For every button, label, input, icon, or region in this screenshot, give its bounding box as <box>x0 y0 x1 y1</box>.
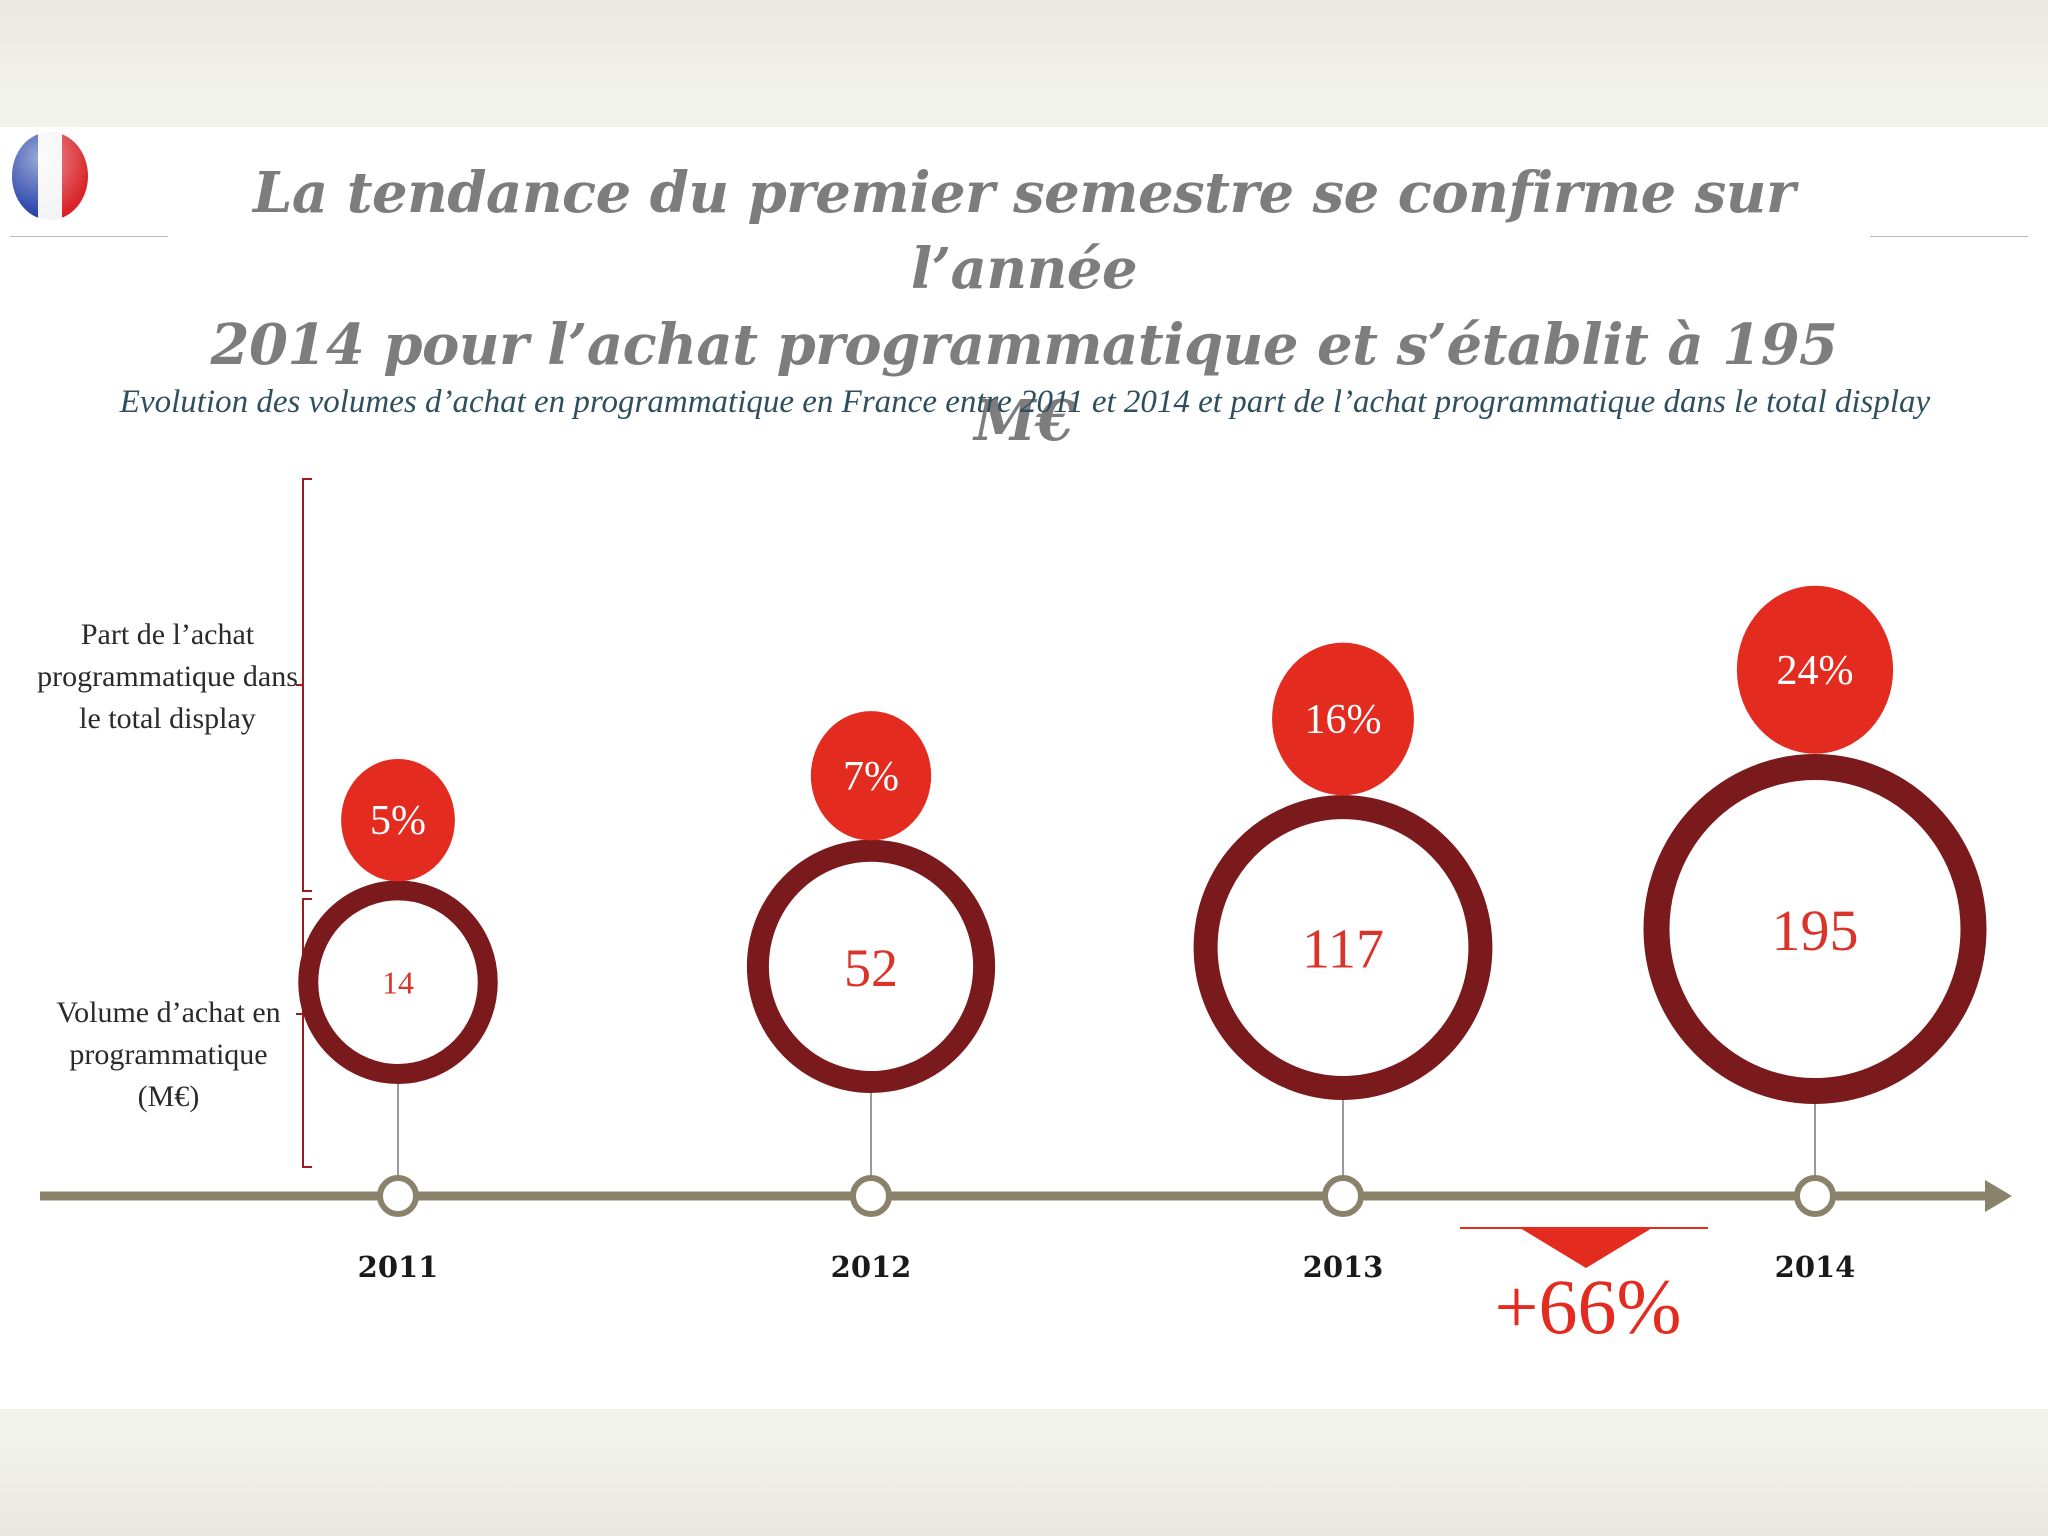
volume-bracket <box>296 898 312 1168</box>
share-label-2014: 24% <box>1777 648 1854 694</box>
share-bubble-2011 <box>341 759 455 882</box>
volume-bubble-2013 <box>1193 795 1493 1101</box>
growth-annotation: +66% <box>1494 1263 1682 1350</box>
share-bubble-2013 <box>1272 642 1414 796</box>
year-label-2014: 2014 <box>1774 1250 1856 1284</box>
france-flag-icon <box>12 132 88 220</box>
volume-bubble-2012 <box>746 839 996 1094</box>
volume-bubble-2011 <box>298 880 498 1085</box>
year-label-2013: 2013 <box>1302 1250 1384 1284</box>
title-rule-left <box>10 236 168 237</box>
volume-label-2014: 195 <box>1772 898 1859 963</box>
share-bubble-2014 <box>1736 585 1894 754</box>
title-line-2: 2014 pour l’achat programmatique et s’ét… <box>210 312 1838 454</box>
share-bubble-2012 <box>810 711 932 841</box>
timeline-arrowhead <box>1985 1180 2012 1212</box>
volume-label-2011: 14 <box>382 965 414 1001</box>
timeline-marker-2013 <box>1322 1175 1364 1217</box>
year-label-2012: 2012 <box>830 1250 912 1284</box>
volume-bubble-2014 <box>1643 754 1987 1104</box>
chart-subtitle: Evolution des volumes d’achat en program… <box>119 384 1931 420</box>
share-label-2012: 7% <box>843 754 899 800</box>
page-title: La tendance du premier semestre se confi… <box>200 155 1848 459</box>
volume-row-label: Volume d’achat en programmatique (M€) <box>56 996 281 1113</box>
share-label-2013: 16% <box>1305 697 1382 743</box>
timeline-marker-2011 <box>377 1175 419 1217</box>
title-rule-right <box>1870 236 2028 237</box>
timeline-marker-2012 <box>850 1175 892 1217</box>
share-label-2011: 5% <box>370 798 426 844</box>
title-line-1: La tendance du premier semestre se confi… <box>253 160 1795 302</box>
volume-label-2013: 117 <box>1302 919 1384 981</box>
year-label-2011: 2011 <box>357 1250 439 1284</box>
share-row-label: Part de l’achat programmatique dans le t… <box>37 618 298 735</box>
share-bracket <box>296 478 312 892</box>
growth-indicator-icon <box>1520 1228 1652 1268</box>
timeline-marker-2014 <box>1794 1175 1836 1217</box>
volume-label-2012: 52 <box>844 938 898 998</box>
